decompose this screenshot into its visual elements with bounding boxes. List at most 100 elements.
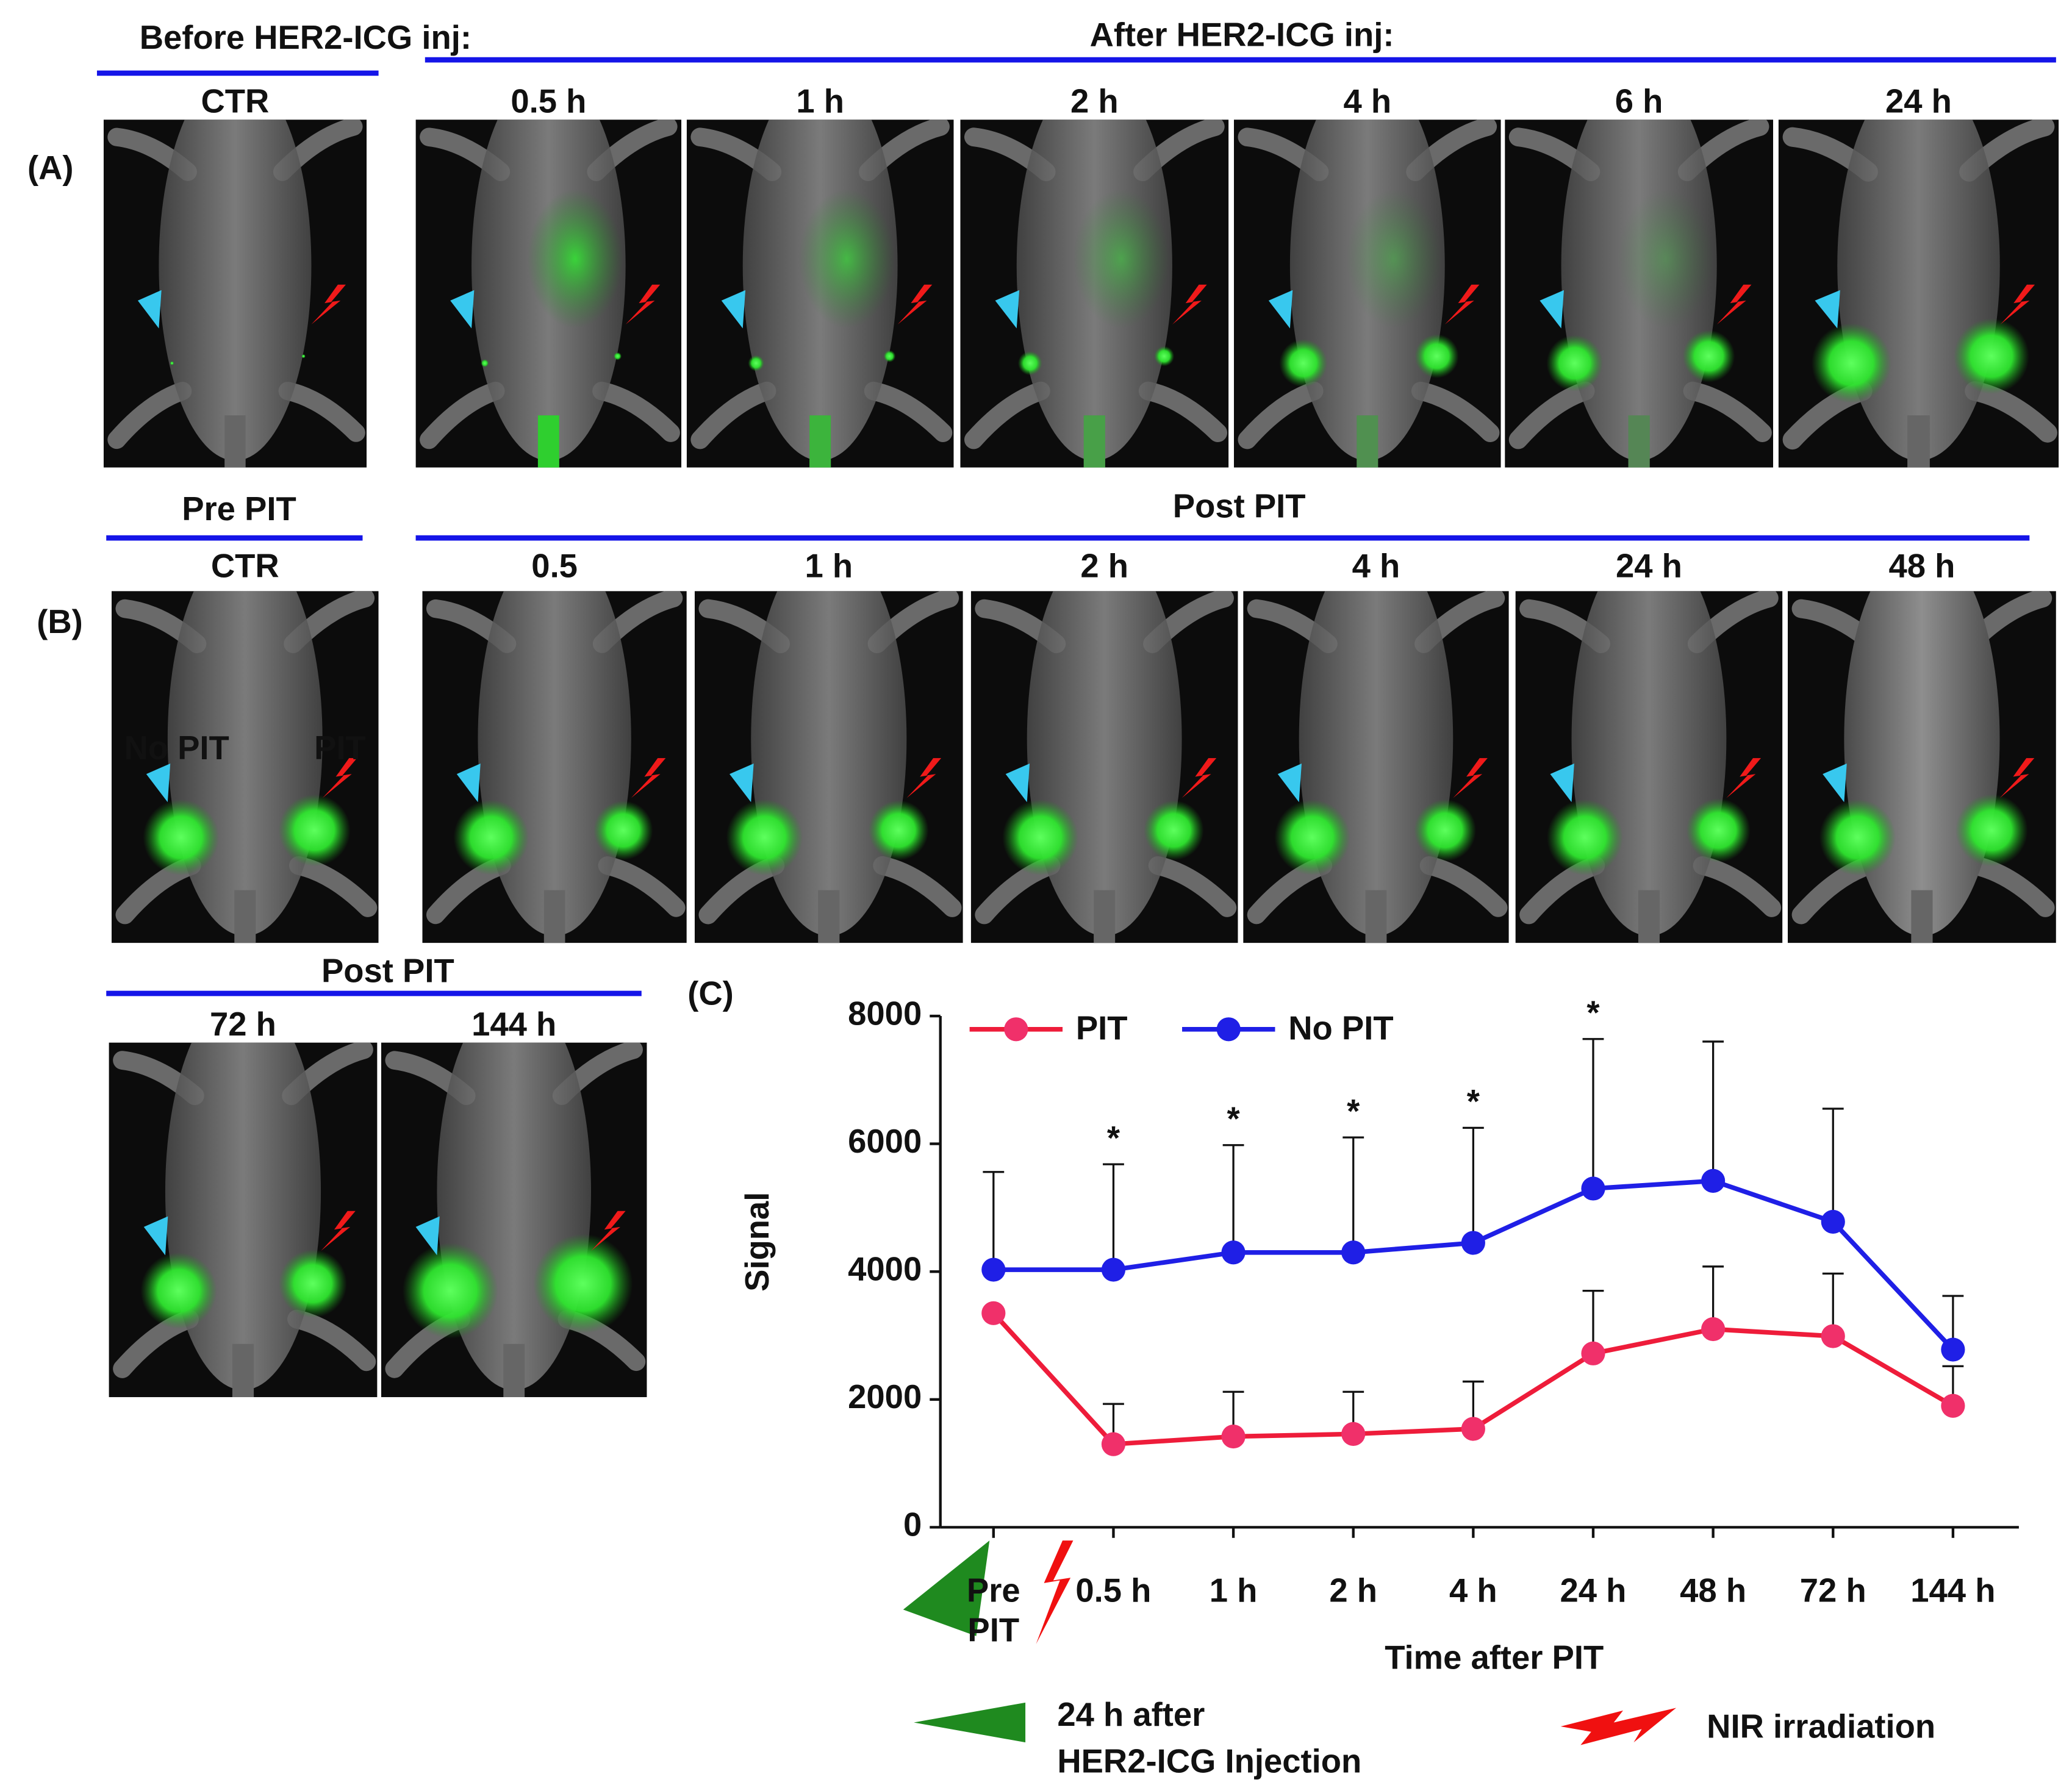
- tumor-signal: [1414, 799, 1477, 862]
- pit-bolt: [1716, 284, 1752, 325]
- data-point: [1941, 1337, 1965, 1362]
- y-tick-label: 4000: [848, 1251, 922, 1288]
- no-pit-arrow: [1815, 290, 1840, 329]
- data-point: [1581, 1176, 1605, 1201]
- pit-bolt: [1181, 758, 1217, 798]
- mouse-tail: [1094, 890, 1116, 943]
- mouse-tail: [543, 890, 565, 943]
- mouse-image: [1515, 591, 1783, 943]
- mouse-limb: [1419, 856, 1508, 917]
- significance-mark: *: [1586, 994, 1600, 1031]
- mouse-body: [1844, 591, 2000, 936]
- panel-label: (A): [27, 149, 74, 186]
- no-pit-arrow: [456, 763, 481, 803]
- data-point: [1701, 1168, 1726, 1193]
- data-point: [1341, 1422, 1366, 1446]
- mouse-limb: [592, 381, 680, 442]
- irradiation-marker: [1036, 1540, 1074, 1645]
- tumor-signal: [140, 1252, 217, 1329]
- tumor-signal: [1017, 351, 1042, 376]
- mouse-image: [1505, 120, 1774, 468]
- tumor-signal: [170, 361, 174, 365]
- pit-bolt: [1444, 284, 1480, 325]
- injection-marker: [903, 1540, 990, 1636]
- no-pit-arrow: [1823, 763, 1847, 803]
- mouse-tail: [1911, 890, 1933, 943]
- tumor-signal: [301, 354, 306, 359]
- legend-label: No PIT: [1288, 1009, 1393, 1046]
- mouse-image: [422, 591, 687, 943]
- mouse-image: [686, 120, 954, 468]
- legend-marker: [1004, 1017, 1028, 1042]
- tumor-signal: [402, 1243, 498, 1339]
- data-point: [1221, 1240, 1246, 1265]
- image-label: 48 h: [1888, 548, 1955, 585]
- group-title: Post PIT: [1173, 488, 1306, 525]
- tumor-signal: [453, 799, 529, 875]
- mouse-image: [1788, 591, 2056, 943]
- tumor-signal: [1414, 334, 1459, 379]
- legend-label: PIT: [1076, 1009, 1128, 1046]
- irradiation-legend-icon: [1560, 1708, 1677, 1745]
- group-title: Before HER2-ICG inj:: [140, 19, 471, 56]
- tumor-signal: [614, 352, 622, 360]
- mouse-limb: [278, 382, 365, 442]
- y-tick-label: 6000: [848, 1123, 922, 1160]
- no-pit-arrow: [137, 290, 162, 329]
- tail-signal: [1083, 415, 1105, 468]
- no-pit-arrow: [143, 1216, 168, 1256]
- tail-signal: [1628, 415, 1650, 468]
- x-tick-label-box: Pre PIT: [967, 1572, 1020, 1649]
- image-label: 144 h: [471, 1006, 556, 1043]
- mouse-limb: [690, 381, 776, 449]
- mouse-limb: [1683, 381, 1772, 443]
- mouse-limb: [289, 856, 378, 917]
- tumor-signal: [1819, 799, 1896, 876]
- no-pit-arrow: [1005, 763, 1030, 803]
- image-label: 6 h: [1615, 82, 1663, 120]
- image-label: 1 h: [805, 548, 853, 585]
- mouse-limb: [287, 1309, 376, 1372]
- data-point: [1821, 1324, 1845, 1348]
- image-label: 4 h: [1343, 82, 1391, 120]
- x-tick-label: 4 h: [1449, 1572, 1497, 1610]
- pit-bolt: [906, 758, 942, 798]
- tumor-signal: [1953, 318, 2029, 395]
- panel-label: (C): [687, 975, 734, 1012]
- mouse-tail: [232, 1343, 254, 1397]
- note-text: 24 h after: [1057, 1696, 1205, 1733]
- y-axis-label: Signal: [739, 1192, 776, 1292]
- mouse-image: [694, 591, 963, 943]
- pit-bolt: [2000, 284, 2035, 325]
- mouse-tail: [234, 890, 256, 943]
- image-label: 24 h: [1616, 548, 1682, 585]
- no-pit-arrow: [1540, 290, 1564, 329]
- no-pit-arrow: [1277, 763, 1302, 803]
- image-label: 4 h: [1352, 548, 1400, 585]
- mouse-body: [1837, 120, 2000, 461]
- no-pit-arrow: [1550, 763, 1574, 803]
- mouse-body: [1027, 591, 1182, 936]
- liver-signal: [798, 189, 895, 329]
- liver-signal: [1346, 189, 1443, 329]
- tumor-signal: [1279, 339, 1328, 387]
- mouse-image: [381, 1042, 647, 1397]
- data-point: [1701, 1317, 1726, 1342]
- tumor-signal: [883, 350, 896, 362]
- image-label: CTR: [201, 82, 269, 120]
- x-tick-label-box: 4 h: [1449, 1572, 1497, 1610]
- mouse-limb: [420, 381, 505, 449]
- mouse-image: [970, 591, 1238, 943]
- mouse-limb: [1148, 856, 1237, 917]
- mouse-limb: [873, 856, 962, 917]
- mouse-limb: [864, 381, 953, 442]
- pit-bolt: [591, 1211, 626, 1251]
- tumor-signal: [481, 359, 489, 368]
- tumor-signal: [868, 800, 929, 861]
- image-label: 24 h: [1885, 82, 1952, 120]
- pit-bolt: [625, 284, 661, 325]
- mouse-body: [478, 591, 631, 936]
- tumor-signal: [1682, 330, 1735, 382]
- data-point: [1461, 1417, 1485, 1441]
- significance-mark: *: [1467, 1083, 1480, 1120]
